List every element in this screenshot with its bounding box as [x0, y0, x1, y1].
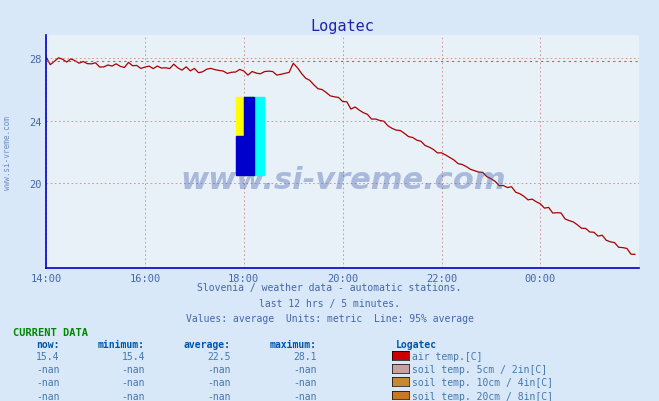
- Text: Values: average  Units: metric  Line: 95% average: Values: average Units: metric Line: 95% …: [186, 313, 473, 323]
- Text: -nan: -nan: [121, 391, 145, 401]
- Text: -nan: -nan: [121, 377, 145, 387]
- Text: Slovenia / weather data - automatic stations.: Slovenia / weather data - automatic stat…: [197, 283, 462, 293]
- Text: 15.4: 15.4: [36, 351, 59, 361]
- Bar: [244, 98, 264, 176]
- Bar: [244, 98, 254, 176]
- Text: minimum:: minimum:: [98, 339, 145, 349]
- Text: soil temp. 10cm / 4in[C]: soil temp. 10cm / 4in[C]: [412, 377, 553, 387]
- Title: Logatec: Logatec: [311, 18, 374, 34]
- Text: -nan: -nan: [207, 391, 231, 401]
- Text: average:: average:: [184, 339, 231, 349]
- Text: soil temp. 20cm / 8in[C]: soil temp. 20cm / 8in[C]: [412, 391, 553, 401]
- Bar: [236, 98, 256, 176]
- Text: 28.1: 28.1: [293, 351, 316, 361]
- Text: air temp.[C]: air temp.[C]: [412, 351, 482, 361]
- Text: -nan: -nan: [207, 364, 231, 374]
- Text: -nan: -nan: [293, 377, 316, 387]
- Text: -nan: -nan: [207, 377, 231, 387]
- Text: Logatec: Logatec: [395, 339, 436, 349]
- Text: www.si-vreme.com: www.si-vreme.com: [180, 166, 505, 195]
- Text: maximum:: maximum:: [270, 339, 316, 349]
- Text: -nan: -nan: [293, 364, 316, 374]
- Text: -nan: -nan: [36, 377, 59, 387]
- Text: -nan: -nan: [293, 391, 316, 401]
- Text: 22.5: 22.5: [207, 351, 231, 361]
- Text: -nan: -nan: [36, 391, 59, 401]
- Text: soil temp. 5cm / 2in[C]: soil temp. 5cm / 2in[C]: [412, 364, 547, 374]
- Text: last 12 hrs / 5 minutes.: last 12 hrs / 5 minutes.: [259, 298, 400, 308]
- Text: now:: now:: [36, 339, 59, 349]
- Text: 15.4: 15.4: [121, 351, 145, 361]
- Text: CURRENT DATA: CURRENT DATA: [13, 327, 88, 337]
- Bar: [236, 137, 244, 176]
- Text: www.si-vreme.com: www.si-vreme.com: [3, 115, 13, 189]
- Text: -nan: -nan: [36, 364, 59, 374]
- Text: -nan: -nan: [121, 364, 145, 374]
